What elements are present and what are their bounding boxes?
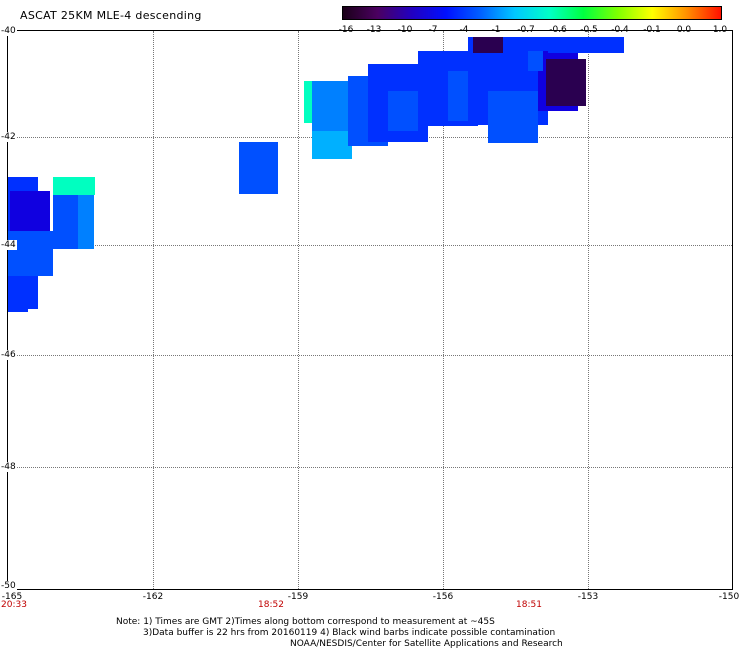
time-label: 18:51 — [516, 600, 542, 610]
swath-cell — [78, 195, 94, 249]
grid-line-vertical — [443, 31, 444, 589]
swath-cell — [8, 276, 28, 312]
swath-cell — [388, 91, 418, 131]
lon-label: -165 — [1, 592, 23, 602]
grid-line-vertical — [588, 31, 589, 589]
swath-cell — [546, 59, 586, 106]
lat-label: -48 — [0, 462, 17, 472]
lon-label: -153 — [577, 592, 599, 602]
swath-cell — [548, 37, 624, 53]
grid-line-horizontal — [8, 245, 732, 246]
note-line-2: 3)Data buffer is 22 hrs from 20160119 4)… — [143, 628, 556, 638]
lat-label: -44 — [0, 240, 17, 250]
swath-cell — [8, 231, 53, 276]
swath-cell — [312, 131, 352, 159]
lon-label: -150 — [718, 592, 740, 602]
lon-label: -156 — [432, 592, 454, 602]
swath-cell — [53, 177, 95, 195]
map-plot-area — [7, 30, 733, 590]
lat-label: -42 — [0, 132, 17, 142]
lat-label: -46 — [0, 350, 17, 360]
map-title: ASCAT 25KM MLE-4 descending — [20, 9, 202, 22]
lon-label: -162 — [142, 592, 164, 602]
grid-line-horizontal — [8, 355, 732, 356]
swath-cell — [488, 91, 538, 143]
grid-line-horizontal — [8, 467, 732, 468]
note-line-1: Note: 1) Times are GMT 2)Times along bot… — [116, 617, 495, 627]
lat-label: -40 — [0, 26, 17, 36]
time-label: 20:33 — [1, 600, 27, 610]
note-line-3: NOAA/NESDIS/Center for Satellite Applica… — [290, 639, 563, 649]
swath-cell — [10, 191, 50, 231]
swath-cell — [528, 51, 543, 71]
lon-label: -159 — [287, 592, 309, 602]
time-label: 18:52 — [258, 600, 284, 610]
grid-line-vertical — [153, 31, 154, 589]
swath-cell — [239, 142, 278, 194]
colorbar — [342, 6, 722, 20]
swath-cell — [473, 37, 503, 53]
grid-line-vertical — [298, 31, 299, 589]
swath-cell — [304, 81, 314, 123]
lat-label: -50 — [0, 581, 17, 591]
